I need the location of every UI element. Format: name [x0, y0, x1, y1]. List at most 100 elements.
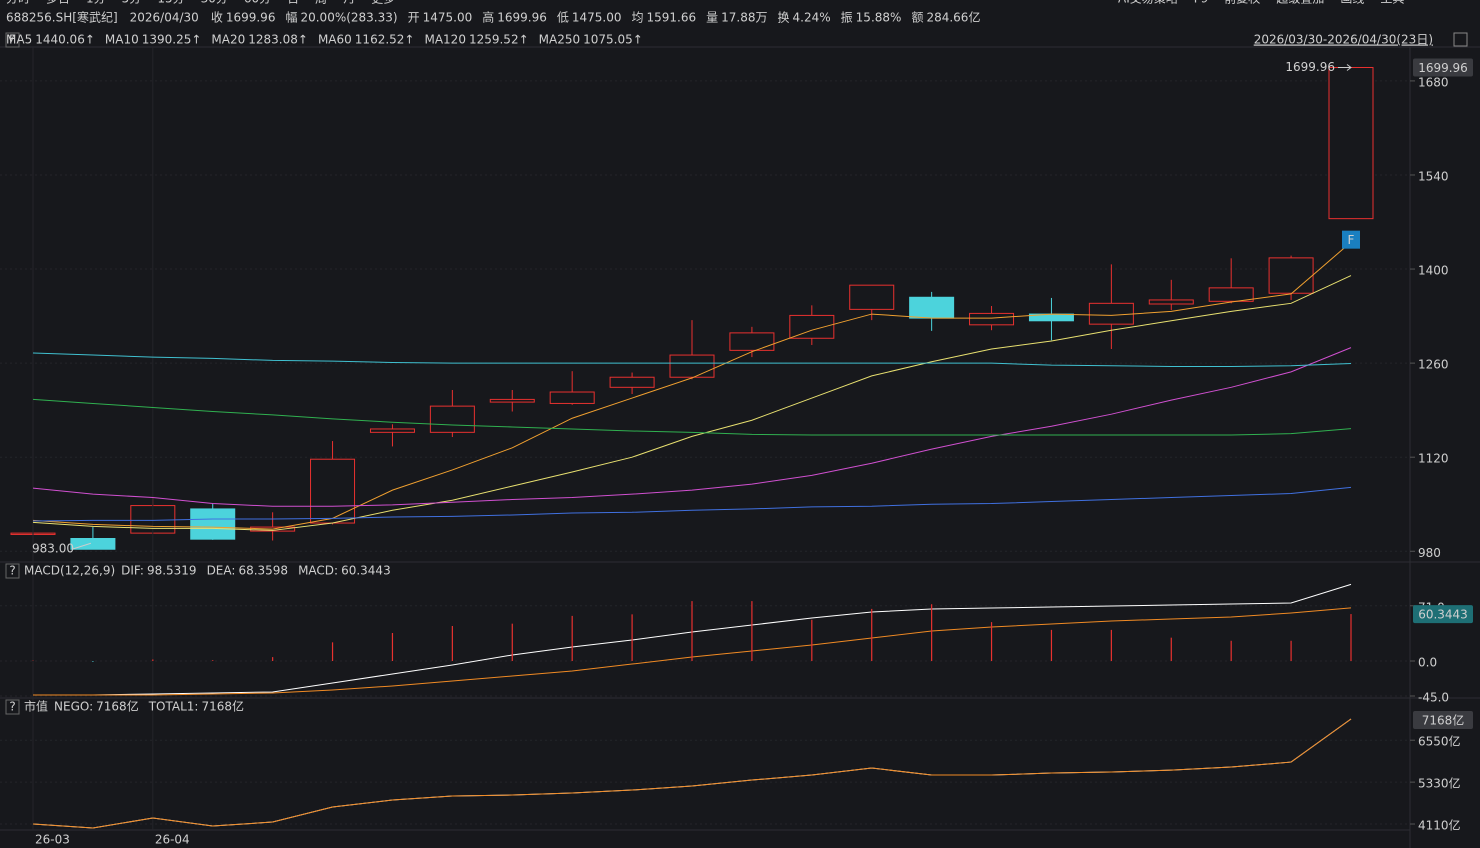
candle-body	[369, 428, 415, 433]
toolbar-tab[interactable]: 多日	[46, 0, 70, 6]
ma-line	[32, 398, 1352, 436]
candle-body	[1268, 257, 1314, 294]
help-icon: ?	[9, 564, 15, 578]
legend-name: DIF:	[121, 564, 144, 578]
indicator-line	[32, 718, 1352, 829]
toolbar-tab[interactable]: 日	[287, 0, 299, 6]
toolbar-tab[interactable]: 周	[315, 0, 327, 6]
quote-label: 额	[911, 11, 923, 25]
toolbar-button[interactable]: AI交易策略	[1118, 0, 1178, 6]
candle-body	[1088, 302, 1134, 325]
toolbar-tab[interactable]: 5分	[122, 0, 142, 6]
price-tag-label: 1699.96	[1418, 61, 1468, 75]
pane-title: 市值	[24, 699, 48, 714]
date-range: 2026/03/30-2026/04/30(23日)	[1254, 33, 1433, 47]
toolbar-tab[interactable]: 30分	[201, 0, 228, 6]
quote-value: 284.66亿	[926, 10, 980, 25]
legend-value: 7168亿	[201, 699, 244, 714]
ma-line	[32, 352, 1352, 367]
candle-body	[969, 312, 1015, 326]
candle-body	[489, 398, 535, 403]
toolbar-button[interactable]: 前复权	[1224, 0, 1260, 6]
legend-name: NEGO:	[54, 700, 93, 714]
candle-body	[669, 354, 715, 378]
legend-value: 7168亿	[96, 699, 139, 714]
legend-value: 1283.08↑	[248, 33, 308, 47]
candle-body	[909, 296, 955, 319]
quote-label: 开	[408, 11, 420, 25]
legend-name: MA5	[6, 33, 32, 47]
legend-value: 60.3443	[341, 564, 391, 578]
ma-line	[32, 486, 1352, 522]
candle-body	[849, 284, 895, 310]
help-badge[interactable]	[5, 32, 20, 48]
y-tick-label: 0.0	[1418, 656, 1437, 670]
y-tick-label: 6550亿	[1418, 734, 1461, 749]
x-tick-label: 26-04	[155, 833, 190, 847]
candle-body	[549, 391, 595, 404]
quote-label: 收	[211, 11, 223, 25]
help-badge[interactable]	[5, 563, 20, 579]
quote-value: 1475.00	[572, 11, 622, 25]
min-arrow	[71, 542, 92, 550]
quote-label: 低	[557, 11, 569, 25]
f-badge[interactable]	[1342, 230, 1360, 249]
y-tick-label: 5330亿	[1418, 776, 1461, 791]
date: 2026/04/30	[130, 11, 199, 25]
toolbar-tab[interactable]: 60分	[244, 0, 271, 6]
y-tick-label: 1680	[1418, 75, 1449, 89]
y-tick-label: 1400	[1418, 264, 1449, 278]
toolbar-tab[interactable]: 更多	[371, 0, 395, 6]
value-tag	[1413, 711, 1473, 729]
legend-value: 1259.52↑	[469, 33, 529, 47]
legend-value: 1440.06↑	[35, 33, 95, 47]
candle-body	[310, 458, 356, 524]
toggle-icon[interactable]	[1453, 32, 1468, 47]
legend-value: 68.3598	[238, 564, 288, 578]
quote-value: 1591.66	[647, 11, 697, 25]
legend-value: 98.5319	[147, 564, 197, 578]
y-tick-label: 980	[1418, 546, 1441, 560]
help-badge[interactable]	[5, 699, 20, 715]
quote-value: 15.88%	[856, 11, 902, 25]
ma-line	[32, 275, 1352, 531]
ma-line	[32, 347, 1352, 507]
quote-label: 高	[482, 10, 494, 25]
y-tick-label: 1540	[1418, 169, 1449, 183]
candle-body	[729, 332, 775, 351]
y-tick-label: 1260	[1418, 358, 1449, 372]
quote-label: 幅	[285, 10, 297, 25]
quote-value: 1475.00	[423, 11, 473, 25]
legend-value: 1075.05↑	[583, 33, 643, 47]
toolbar-tab[interactable]: 分时	[6, 0, 30, 6]
candle-body	[1328, 66, 1374, 220]
candle-body	[1208, 287, 1254, 302]
price-tag	[1413, 58, 1473, 77]
quote-label: 换	[778, 11, 790, 25]
candle-body	[429, 405, 475, 433]
legend-name: MACD:	[298, 564, 338, 578]
toolbar-button[interactable]: 画线	[1340, 0, 1364, 6]
y-tick-label: 1120	[1418, 452, 1449, 466]
toolbar-button[interactable]: 工具	[1380, 0, 1404, 6]
legend-name: TOTAL1:	[148, 700, 199, 714]
symbol: 688256.SH[寒武纪]	[6, 10, 118, 25]
help-icon: ?	[9, 700, 15, 714]
legend-name: MA20	[211, 33, 245, 47]
toolbar-button[interactable]: F9	[1194, 0, 1209, 6]
toolbar-tab[interactable]: 1分	[86, 0, 106, 6]
max-label: 1699.96	[1285, 60, 1335, 74]
quote-label: 振	[841, 11, 853, 25]
pane-title: MACD(12,26,9)	[24, 564, 115, 578]
legend-name: MA120	[424, 33, 465, 47]
toolbar-tab[interactable]: 月	[343, 0, 355, 6]
candle-body	[789, 314, 835, 339]
quote-label: 量	[706, 11, 718, 25]
value-tag	[1413, 605, 1473, 624]
legend-name: DEA:	[207, 564, 236, 578]
f-badge-label: F	[1348, 233, 1355, 247]
toolbar-tab[interactable]: 15分	[157, 0, 184, 6]
toolbar-button[interactable]: 超级叠加	[1276, 0, 1324, 6]
